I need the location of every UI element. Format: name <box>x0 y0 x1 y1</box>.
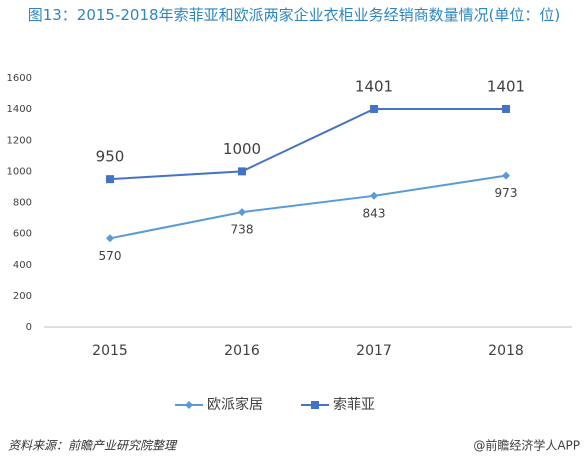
data-point <box>370 191 378 200</box>
y-tick-label: 200 <box>13 291 32 302</box>
legend-marker <box>185 401 193 409</box>
legend-marker <box>311 401 319 409</box>
y-tick-label: 1000 <box>7 166 32 177</box>
y-tick-label: 1600 <box>7 73 32 84</box>
data-point <box>106 175 114 184</box>
x-tick-label: 2018 <box>488 343 524 359</box>
series-line <box>109 107 506 181</box>
data-point <box>502 104 510 113</box>
data-label: 1401 <box>487 77 525 95</box>
data-label: 973 <box>495 186 518 200</box>
y-tick-label: 0 <box>26 322 32 333</box>
data-label: 570 <box>99 249 122 263</box>
y-tick-label: 1200 <box>7 135 32 146</box>
data-label: 1401 <box>355 77 393 95</box>
data-label: 843 <box>363 206 386 220</box>
series-line <box>109 174 507 240</box>
chart-title: 图13：2015-2018年索菲亚和欧派两家企业衣柜业务经销商数量情况(单位：位… <box>27 6 561 24</box>
y-tick-label: 400 <box>13 260 32 271</box>
data-point <box>502 171 510 180</box>
data-point <box>106 234 114 243</box>
data-point <box>370 104 378 113</box>
data-label: 950 <box>96 148 125 166</box>
y-tick-label: 1400 <box>7 104 32 115</box>
y-tick-label: 800 <box>13 198 32 209</box>
data-label: 738 <box>231 223 254 237</box>
x-tick-label: 2015 <box>92 343 128 359</box>
data-point <box>238 208 246 217</box>
legend-label: 欧派家居 <box>207 396 263 413</box>
credit: @前瞻经济学人APP <box>473 438 580 453</box>
x-tick-label: 2017 <box>356 343 392 359</box>
x-tick-label: 2016 <box>224 343 260 359</box>
y-tick-label: 600 <box>13 229 32 240</box>
data-label: 1000 <box>223 140 261 158</box>
source-note: 资料来源：前瞻产业研究院整理 <box>8 439 178 453</box>
data-point <box>238 167 246 176</box>
legend-label: 索菲亚 <box>333 396 375 413</box>
